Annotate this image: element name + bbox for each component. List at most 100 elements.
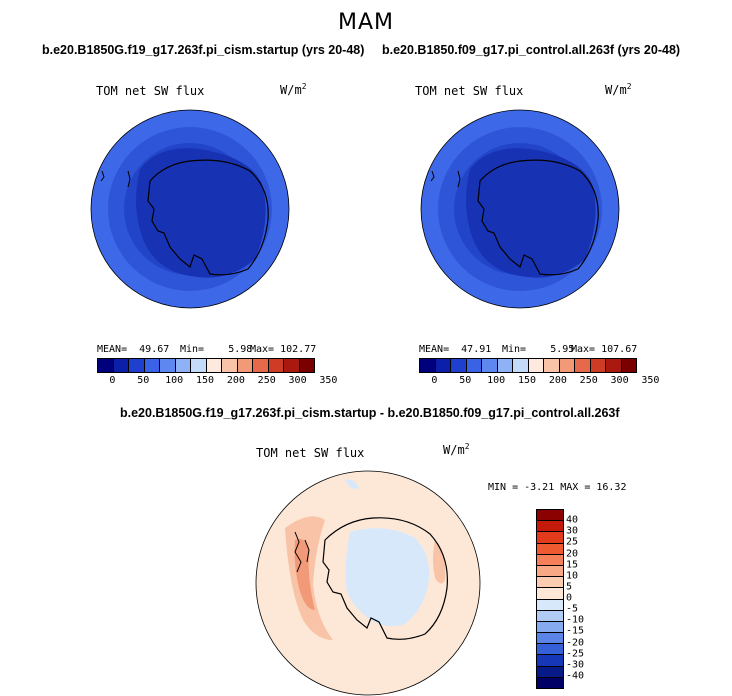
diff-colorbar-swatch xyxy=(537,564,563,577)
left-colorbar-ticks: 0 50 100 150 200 250 300 350 xyxy=(97,375,337,387)
left-min: Min= 5.98 xyxy=(180,344,253,355)
right-colorbar-tick: 0 xyxy=(431,375,438,386)
diff-colorbar-swatch xyxy=(537,620,563,633)
diff-colorbar-swatch xyxy=(537,665,563,677)
right-colorbar-swatch xyxy=(420,359,435,372)
left-colorbar-swatch xyxy=(298,359,314,372)
diff-colorbar-label: -30 xyxy=(566,659,585,671)
right-max: Max= 107.67 xyxy=(571,344,638,355)
right-colorbar-swatch xyxy=(543,359,559,372)
left-colorbar-swatch xyxy=(205,359,221,372)
diff-colorbar-swatch xyxy=(537,609,563,621)
left-case-title: b.e20.B1850G.f19_g17.263f.pi_cism.startu… xyxy=(42,43,365,57)
left-colorbar-tick: 150 xyxy=(195,375,215,386)
right-colorbar-tick: 300 xyxy=(610,375,629,386)
left-colorbar-swatch xyxy=(98,359,113,372)
left-colorbar-tick: 300 xyxy=(288,375,307,386)
diff-colorbar-label: 40 xyxy=(566,514,579,526)
right-colorbar-tick: 50 xyxy=(459,375,472,386)
diff-colorbar-label: 5 xyxy=(566,581,573,593)
left-colorbar-tick: 200 xyxy=(226,375,245,386)
left-colorbar-swatch xyxy=(143,359,159,372)
left-colorbar-swatch xyxy=(267,359,283,372)
right-colorbar-tick: 150 xyxy=(517,375,537,386)
diff-colorbar-swatch xyxy=(537,654,563,666)
diff-colorbar-label: -25 xyxy=(566,648,585,660)
right-colorbar-swatch xyxy=(481,359,497,372)
diff-colorbar-swatch xyxy=(537,598,563,610)
diff-colorbar-swatch xyxy=(537,520,563,532)
right-case-title: b.e20.B1850.f09_g17.pi_control.all.263f … xyxy=(382,43,681,57)
right-colorbar-tick: 200 xyxy=(548,375,567,386)
diff-colorbar-swatch xyxy=(537,542,563,554)
left-colorbar-tick: 0 xyxy=(109,375,116,386)
right-colorbar-swatch xyxy=(620,359,636,372)
right-colorbar-tick: 100 xyxy=(487,375,506,386)
diff-variable-label: TOM net SW flux xyxy=(256,446,365,460)
right-colorbar-swatch xyxy=(605,359,621,372)
diff-colorbar-labels: 40 30 25 20 15 10 5 0 -5 -10 -15 -20 -25 -30 -40 xyxy=(566,509,606,687)
left-variable-label: TOM net SW flux xyxy=(96,84,205,98)
diff-colorbar-swatch xyxy=(537,576,563,588)
diff-colorbar-label: 30 xyxy=(566,525,579,537)
diff-colorbar-label: 25 xyxy=(566,536,579,548)
diff-colorbar-label: 15 xyxy=(566,559,579,571)
diff-colorbar-label: -20 xyxy=(566,637,585,648)
right-colorbar xyxy=(419,358,637,373)
right-map-inner-field xyxy=(466,148,596,278)
right-colorbar-swatch xyxy=(589,359,605,372)
right-min: Min= 5.95 xyxy=(502,344,575,355)
diff-colorbar-swatch xyxy=(537,676,563,688)
diff-colorbar-label: 10 xyxy=(566,570,579,582)
diff-colorbar-label: -5 xyxy=(566,603,579,615)
right-antarctica-coastline xyxy=(477,159,599,276)
diff-colorbar-label: 20 xyxy=(566,548,579,559)
season-title: MAM xyxy=(337,10,394,35)
diff-colorbar-label: -40 xyxy=(566,670,585,682)
diff-colorbar-label: -10 xyxy=(566,614,585,626)
left-colorbar-swatch xyxy=(159,359,175,372)
right-mean: MEAN= 47.91 xyxy=(419,344,492,355)
right-colorbar-swatch xyxy=(527,359,543,372)
left-colorbar-swatch xyxy=(236,359,252,372)
left-colorbar xyxy=(97,358,315,373)
diff-colorbar-swatch xyxy=(537,553,563,565)
right-colorbar-tick: 350 xyxy=(641,375,660,386)
right-colorbar-swatch xyxy=(574,359,590,372)
left-colorbar-tick: 100 xyxy=(165,375,184,386)
right-colorbar-swatch xyxy=(512,359,528,372)
diff-negative-region xyxy=(345,528,430,627)
diff-minmax: MIN = -3.21 MAX = 16.32 xyxy=(488,482,627,493)
left-colorbar-swatch xyxy=(221,359,237,372)
left-map-inner-field xyxy=(136,148,266,278)
diff-colorbar xyxy=(536,509,564,689)
right-units-label: W/m2 xyxy=(605,82,632,97)
right-colorbar-swatch xyxy=(558,359,574,372)
left-mean: MEAN= 49.67 xyxy=(97,344,170,355)
left-units-label: W/m2 xyxy=(280,82,307,97)
left-colorbar-tick: 350 xyxy=(319,375,338,386)
diff-colorbar-swatch xyxy=(537,643,563,655)
right-colorbar-ticks: 0 50 100 150 200 250 300 350 xyxy=(419,375,659,387)
diff-polar-map xyxy=(255,470,481,696)
right-colorbar-tick: 250 xyxy=(579,375,598,386)
right-colorbar-swatch xyxy=(496,359,512,372)
diff-colorbar-label: -15 xyxy=(566,625,585,637)
left-colorbar-tick: 50 xyxy=(137,375,150,386)
left-colorbar-swatch xyxy=(174,359,190,372)
left-colorbar-swatch xyxy=(190,359,206,372)
left-polar-map xyxy=(90,109,290,309)
left-colorbar-swatch xyxy=(112,359,128,372)
right-colorbar-swatch xyxy=(434,359,450,372)
left-colorbar-swatch xyxy=(128,359,144,372)
diff-units-label: W/m2 xyxy=(443,442,470,457)
diff-antarctica-coastline xyxy=(322,517,448,640)
diff-colorbar-swatch xyxy=(537,632,563,644)
right-colorbar-swatch xyxy=(465,359,481,372)
right-variable-label: TOM net SW flux xyxy=(415,84,524,98)
right-colorbar-swatch xyxy=(450,359,466,372)
diff-colorbar-swatch xyxy=(537,510,563,521)
left-colorbar-tick: 250 xyxy=(257,375,276,386)
left-antarctica-coastline xyxy=(147,159,269,276)
diff-colorbar-swatch xyxy=(537,587,563,599)
